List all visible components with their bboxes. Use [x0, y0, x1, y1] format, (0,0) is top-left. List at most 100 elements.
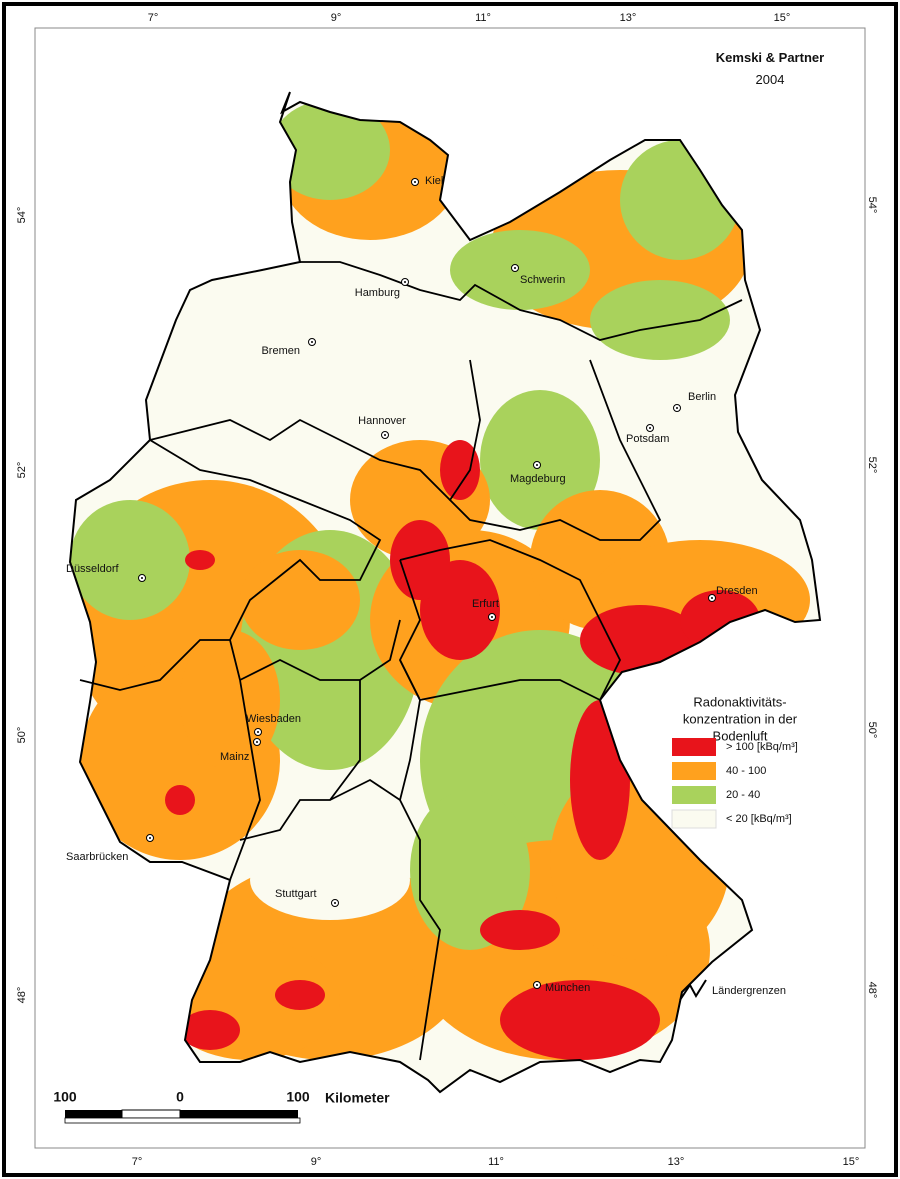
city-dot: [536, 464, 538, 466]
city-label: Düsseldorf: [66, 563, 120, 575]
radon-areas: [70, 92, 820, 1092]
state-border: [398, 559, 601, 702]
credit-author: Kemski & Partner: [716, 50, 824, 65]
radon-area: [440, 440, 480, 500]
radon-area: [500, 980, 660, 1060]
city-label: Kiel: [425, 175, 443, 187]
graticule-label: 48°: [866, 982, 878, 999]
city-label: Hamburg: [355, 287, 400, 299]
city-label: Berlin: [688, 391, 716, 403]
legend-label: 40 - 100: [726, 765, 766, 777]
graticule-label: 9°: [331, 12, 342, 24]
city-label: Saarbrücken: [66, 851, 128, 863]
city-dot: [711, 597, 713, 599]
radon-area: [390, 520, 450, 600]
legend-swatch: [672, 738, 716, 756]
graticule-label: 50°: [16, 727, 28, 744]
state-border: [229, 679, 261, 881]
graticule-label: 9°: [311, 1156, 322, 1168]
credit-year: 2004: [756, 72, 785, 87]
state-border: [149, 418, 451, 501]
legend-label: 20 - 40: [726, 789, 760, 801]
radon-area: [480, 390, 600, 530]
graticule-label: 15°: [774, 12, 791, 24]
city-label: Dresden: [716, 585, 758, 597]
city-label: Wiesbaden: [246, 713, 301, 725]
legend-title: Bodenluft: [713, 728, 768, 743]
city-dot: [334, 902, 336, 904]
city-dot: [141, 577, 143, 579]
scale-seg: [65, 1110, 122, 1118]
city-dot: [676, 407, 678, 409]
city-label: Magdeburg: [510, 473, 566, 485]
legend-borders-label: Ländergrenzen: [712, 985, 786, 997]
state-border: [399, 659, 441, 1061]
map-frame: [34, 27, 866, 1149]
graticule-label: 54°: [866, 197, 878, 214]
city-dot: [514, 267, 516, 269]
city-label: Bremen: [261, 345, 300, 357]
radon-area: [240, 550, 360, 650]
graticule-label: 52°: [16, 462, 28, 479]
city-label: Potsdam: [626, 433, 669, 445]
legend-swatch: [671, 809, 717, 829]
radon-area: [410, 790, 530, 950]
legend-title: konzentration in der: [683, 711, 798, 726]
graticule-label: 7°: [132, 1156, 143, 1168]
scale-seg: [64, 1117, 301, 1124]
radon-area: [70, 500, 190, 620]
graticule-label: 48°: [16, 987, 28, 1004]
scale-seg: [180, 1110, 298, 1118]
city-label: Stuttgart: [275, 888, 317, 900]
city-label: Erfurt: [472, 598, 499, 610]
city-label: München: [545, 982, 590, 994]
state-border: [239, 619, 401, 681]
radon-area: [590, 280, 730, 360]
state-border: [79, 639, 230, 691]
state-border: [149, 439, 382, 681]
scale-unit: Kilometer: [325, 1090, 390, 1106]
city-label: Hannover: [358, 415, 406, 427]
city-dot: [257, 731, 259, 733]
city-dot: [414, 181, 416, 183]
legend-label: < 20 [kBq/m³]: [726, 813, 792, 825]
city-dot: [384, 434, 386, 436]
city-dot: [491, 616, 493, 618]
state-borders: [79, 261, 743, 1061]
city-dot: [649, 427, 651, 429]
graticule-label: 15°: [843, 1156, 860, 1168]
scale-label: 100: [53, 1089, 77, 1105]
graticule-label: 50°: [866, 722, 878, 739]
city-dot: [256, 741, 258, 743]
city-label: Mainz: [220, 751, 249, 763]
radon-area: [250, 840, 410, 920]
city-label: Schwerin: [520, 274, 565, 286]
state-border: [448, 359, 662, 541]
radon-area: [185, 550, 215, 570]
state-border: [329, 778, 401, 801]
graticule-label: 13°: [668, 1156, 685, 1168]
legend-title: Radonaktivitäts-: [693, 694, 786, 709]
radon-area: [275, 980, 325, 1010]
legend-swatch: [672, 786, 716, 804]
state-border: [399, 539, 622, 701]
city-dot: [536, 984, 538, 986]
radon-area: [450, 230, 590, 310]
state-border: [239, 680, 361, 841]
radon-area: [180, 1010, 240, 1050]
city-dot: [404, 281, 406, 283]
country-border: [68, 91, 822, 1094]
radon-area: [180, 630, 280, 770]
legend-label: > 100 [kBq/m³]: [726, 741, 798, 753]
scale-label: 100: [286, 1089, 310, 1105]
radon-area: [270, 100, 390, 200]
city-dot: [311, 341, 313, 343]
radon-area: [165, 785, 195, 815]
legend-swatch: [672, 762, 716, 780]
labels: 7° 9° 11° 13° 15° 7° 9° 11° 13° 15° 54° 52° 50° 48° 54…: [16, 12, 878, 1168]
graticule-label: 13°: [620, 12, 637, 24]
graticule-label: 54°: [16, 207, 28, 224]
graticule-label: 52°: [866, 457, 878, 474]
